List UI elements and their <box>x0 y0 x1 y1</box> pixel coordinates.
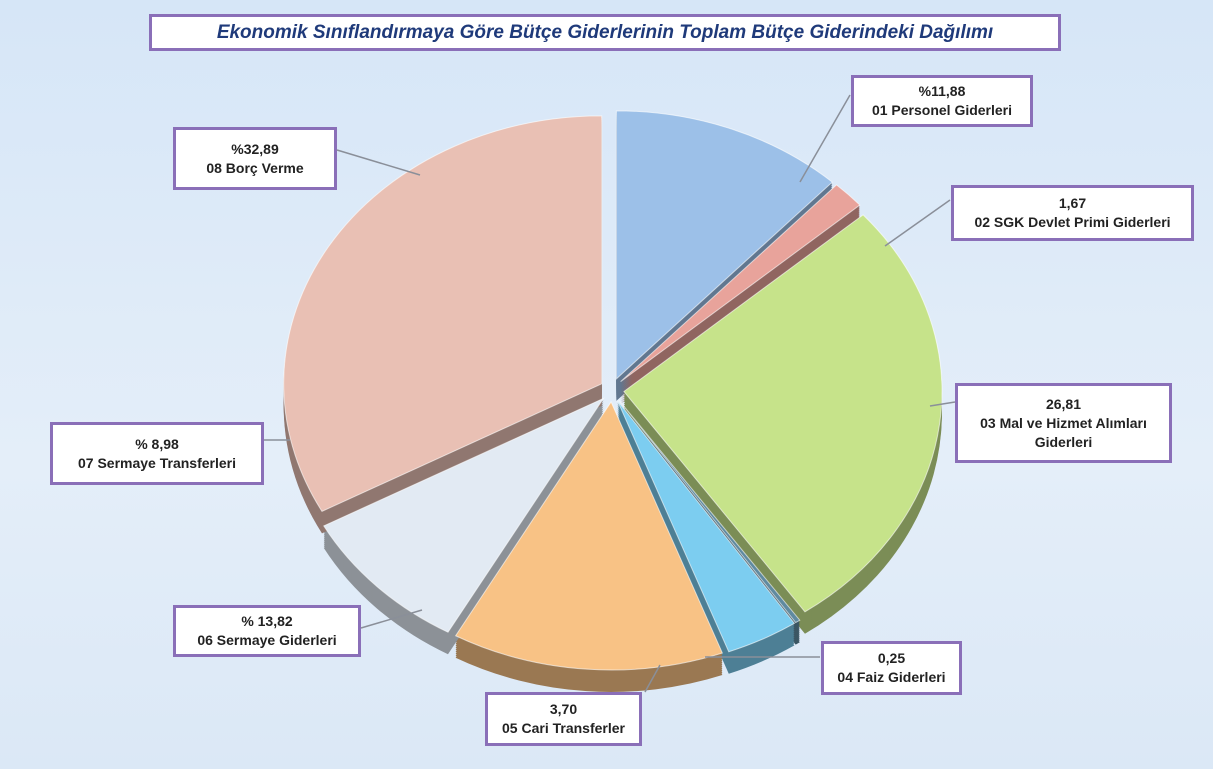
data-label: %32,89 08 Borç Verme <box>173 127 337 190</box>
slice <box>615 110 834 380</box>
data-label: 26,81 03 Mal ve Hizmet Alımları Giderleri <box>955 383 1172 463</box>
slice <box>283 115 603 512</box>
leader-line <box>884 199 951 247</box>
value-label: % 13,82 <box>241 613 293 629</box>
category-label: 02 SGK Devlet Primi Giderleri <box>974 214 1171 230</box>
data-label: 3,70 05 Cari Transferler <box>485 692 642 746</box>
data-label: 1,67 02 SGK Devlet Primi Giderleri <box>951 185 1194 241</box>
slice <box>323 397 605 633</box>
slice <box>617 400 796 653</box>
value-label: 0,25 <box>877 650 906 666</box>
value-label: 1,67 <box>1058 195 1087 211</box>
category-label: 01 Personel Giderleri <box>871 102 1013 118</box>
data-label: %11,88 01 Personel Giderleri <box>851 75 1033 127</box>
value-label: %32,89 <box>231 140 279 157</box>
category-label: 06 Sermaye Giderleri <box>197 632 337 648</box>
category-label: 07 Sermaye Transferleri <box>78 454 236 471</box>
leader-line <box>336 149 421 176</box>
category-label: 03 Mal ve Hizmet Alımları Giderleri <box>980 414 1147 450</box>
slice <box>618 399 801 624</box>
leader-line <box>799 94 851 183</box>
slice <box>454 400 724 671</box>
data-label: % 8,98 07 Sermaye Transferleri <box>50 422 264 485</box>
data-label: 0,25 04 Faiz Giderleri <box>821 641 962 695</box>
category-label: 08 Borç Verme <box>206 159 304 176</box>
data-label: % 13,82 06 Sermaye Giderleri <box>173 605 361 657</box>
category-label: 05 Cari Transferler <box>502 720 625 736</box>
value-label: 3,70 <box>549 701 578 717</box>
slice <box>620 184 861 383</box>
slice <box>623 214 943 613</box>
value-label: % 8,98 <box>135 435 179 452</box>
value-label: 26,81 <box>1045 395 1082 412</box>
pie-tops <box>283 110 943 671</box>
leader-line <box>929 401 956 407</box>
leader-line <box>644 664 661 693</box>
value-label: %11,88 <box>918 83 966 99</box>
category-label: 04 Faiz Giderleri <box>837 669 946 685</box>
leader-line <box>360 609 423 629</box>
chart-title: Ekonomik Sınıflandırmaya Göre Bütçe Gide… <box>149 14 1061 51</box>
